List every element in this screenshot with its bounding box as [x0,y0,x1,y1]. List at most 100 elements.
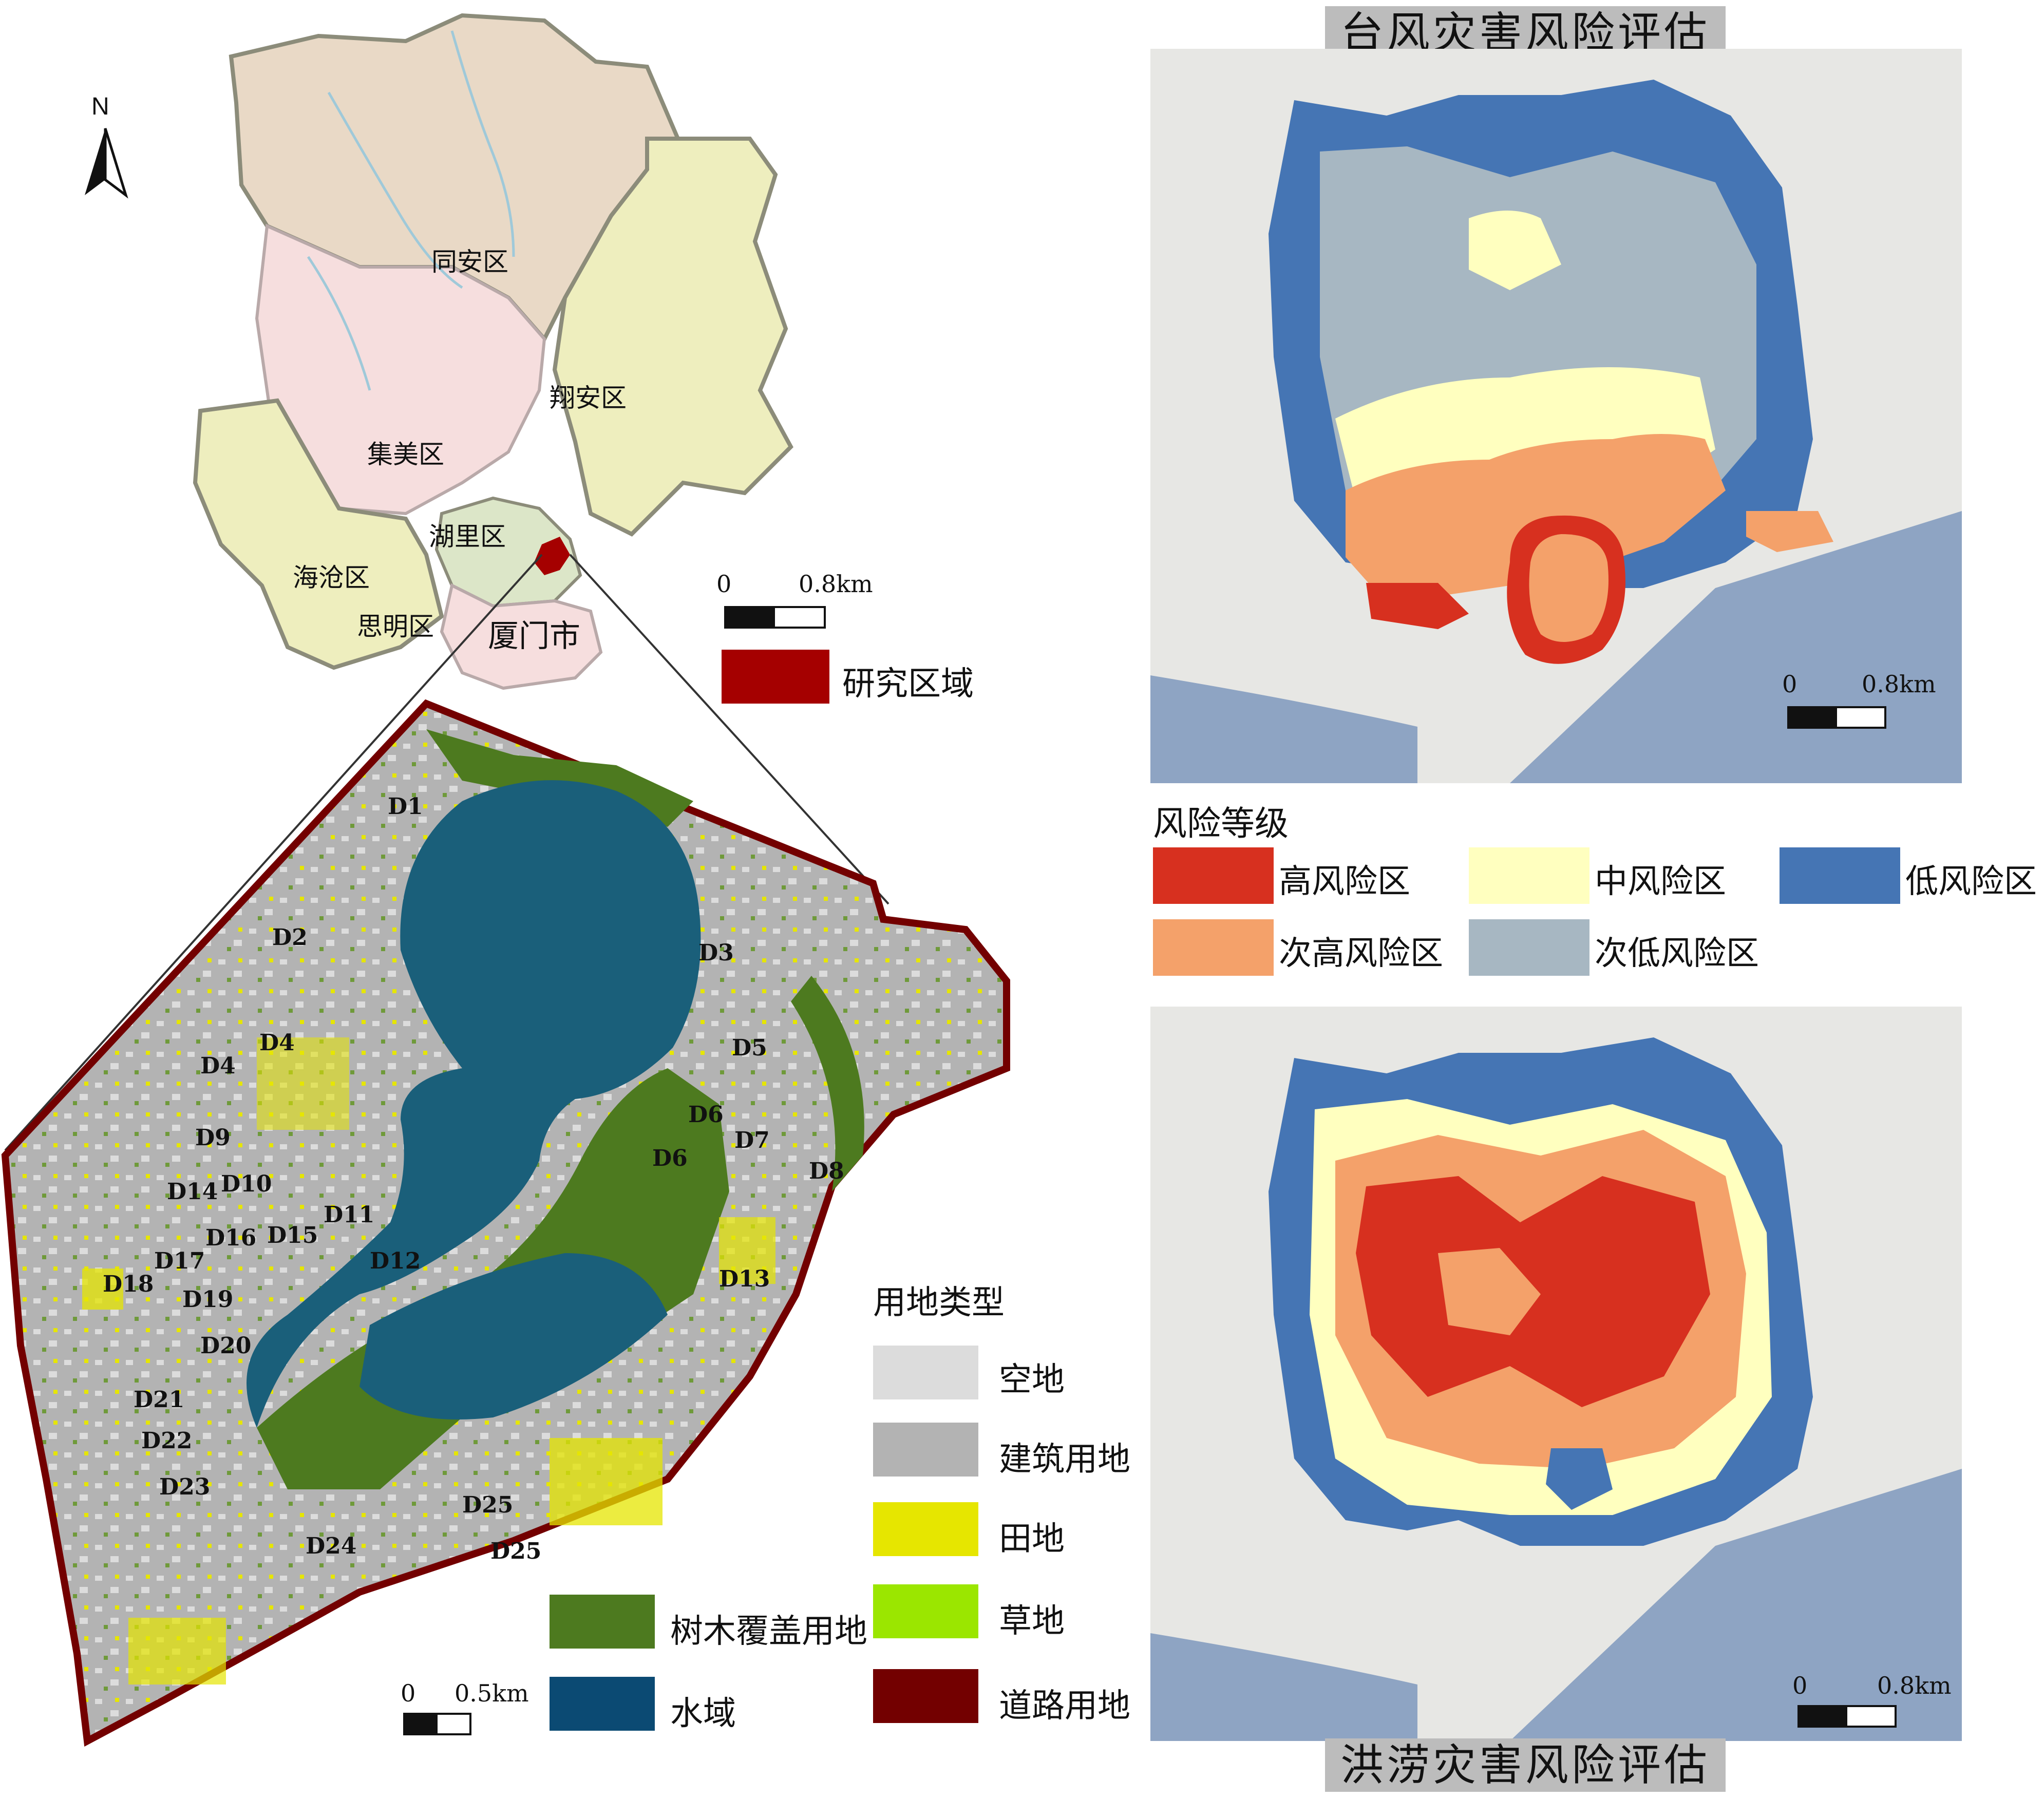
plot-label-d15: D15 [267,1222,318,1248]
plot-label-d21: D21 [134,1387,185,1413]
plot-label-d23: D23 [159,1474,211,1500]
risk-swatch-high [1153,847,1274,904]
plot-label-d12: D12 [370,1248,421,1274]
plot-label-d13: D13 [719,1266,770,1292]
flood-scale-end: 0.8km [1877,1672,1952,1699]
landuse-swatch-field [873,1502,978,1556]
landuse-label-vacant: 空地 [999,1361,1065,1399]
huli-district-region [434,496,582,608]
field-patch [128,1618,226,1685]
landuse-label-field: 田地 [999,1520,1065,1558]
typhoon-scale-end: 0.8km [1862,670,1936,698]
district-label-haicang: 海沧区 [293,563,370,593]
landuse-swatch-tree [550,1595,655,1649]
study-area-swatch [722,650,829,704]
plot-label-d5: D5 [732,1035,767,1061]
study-area-marker [534,537,570,575]
overview-scale-end: 0.8km [799,570,873,598]
field-patch [719,1217,775,1284]
overview-scale-bar [724,606,826,629]
plot-label-d3: D3 [698,940,734,966]
plot-label-d9: D9 [195,1125,231,1151]
plot-label-d8: D8 [809,1158,844,1184]
flood-low-patch [1546,1448,1613,1510]
water-lake [247,780,701,1428]
field-patch [550,1438,663,1525]
plot-label-d22: D22 [141,1428,193,1454]
plot-label-d25b: D25 [490,1538,542,1564]
typhoon-sub-high-region [1346,434,1726,603]
landuse-swatch-building [873,1423,978,1477]
flood-map-title: 洪涝灾害风险评估 [1325,1738,1726,1792]
risk-legend-title: 风险等级 [1153,804,1289,843]
plot-label-d4b: D4 [200,1053,236,1079]
tree-cover-strip [791,976,864,1191]
flood-moderate-core [1438,1248,1541,1335]
xiangan-district-region [552,137,793,537]
landuse-swatch-water [550,1677,655,1731]
landuse-scale-bar [403,1713,471,1735]
study-area-legend-label: 研究区域 [842,665,974,703]
landuse-label-tree: 树木覆盖用地 [670,1613,867,1651]
risk-swatch-moderate [1469,847,1589,904]
plot-label-d6: D6 [688,1102,724,1128]
plot-label-d24: D24 [306,1533,357,1559]
district-label-tongan: 同安区 [431,247,508,277]
landuse-label-water: 水域 [670,1695,736,1733]
district-label-siming: 思明区 [357,612,434,641]
field-patch [257,1037,349,1130]
plot-label-d18: D18 [103,1271,154,1297]
typhoon-moderate-region-north [1469,211,1561,290]
plot-label-d7: D7 [734,1127,770,1153]
north-label: N [91,93,109,120]
typhoon-scale-bar [1787,706,1886,729]
district-label-xiangan: 翔安区 [550,383,627,413]
water-lake-south [359,1253,668,1420]
landuse-area-boundary [1,699,1010,1747]
flood-scale-bar [1797,1705,1897,1728]
haicang-district-region [193,398,444,670]
landuse-label-road: 道路用地 [999,1687,1130,1725]
landuse-scale-start: 0 [401,1679,416,1707]
siming-district-region [440,583,603,690]
plot-label-d1: D1 [388,793,423,820]
plot-label-d2: D2 [272,924,308,951]
flood-risk-map [1150,1007,1962,1741]
north-arrow-icon [85,128,128,199]
risk-label-high: 高风险区 [1279,863,1410,901]
typhoon-scale-start: 0 [1782,670,1797,698]
plot-label-d6b: D6 [652,1145,688,1171]
risk-label-sub-high: 次高风险区 [1279,935,1443,973]
risk-label-moderate: 中风险区 [1595,863,1726,901]
overview-scale-start: 0 [716,570,732,598]
district-label-huli: 湖里区 [429,522,506,552]
risk-label-sub-low: 次低风险区 [1595,935,1759,973]
landuse-label-building: 建筑用地 [999,1441,1130,1479]
risk-swatch-sub-high [1153,919,1274,976]
landuse-legend-title: 用地类型 [873,1284,1005,1322]
landuse-swatch-vacant [873,1346,978,1399]
plot-label-d20: D20 [200,1333,252,1359]
risk-swatch-low [1780,847,1900,904]
plot-label-d10: D10 [221,1171,272,1197]
risk-swatch-sub-low [1469,919,1589,976]
risk-label-low: 低风险区 [1905,863,2037,901]
plot-label-d17: D17 [154,1248,205,1274]
landuse-swatch-grass [873,1584,978,1638]
landuse-label-grass: 草地 [999,1602,1065,1640]
plot-label-d19: D19 [182,1286,234,1313]
flood-scale-start: 0 [1792,1672,1808,1699]
plot-label-d16: D16 [205,1225,257,1251]
field-patch [82,1269,123,1310]
plot-label-d11: D11 [324,1202,375,1228]
landuse-scale-end: 0.5km [455,1679,529,1707]
city-label: 厦门市 [488,618,580,654]
district-label-jimei: 集美区 [367,440,444,469]
typhoon-risk-map [1150,49,1962,783]
landuse-swatch-road [873,1669,978,1723]
plot-label-d25: D25 [462,1492,514,1518]
typhoon-sub-high-core [1529,534,1608,642]
plot-label-d4: D4 [259,1030,295,1056]
